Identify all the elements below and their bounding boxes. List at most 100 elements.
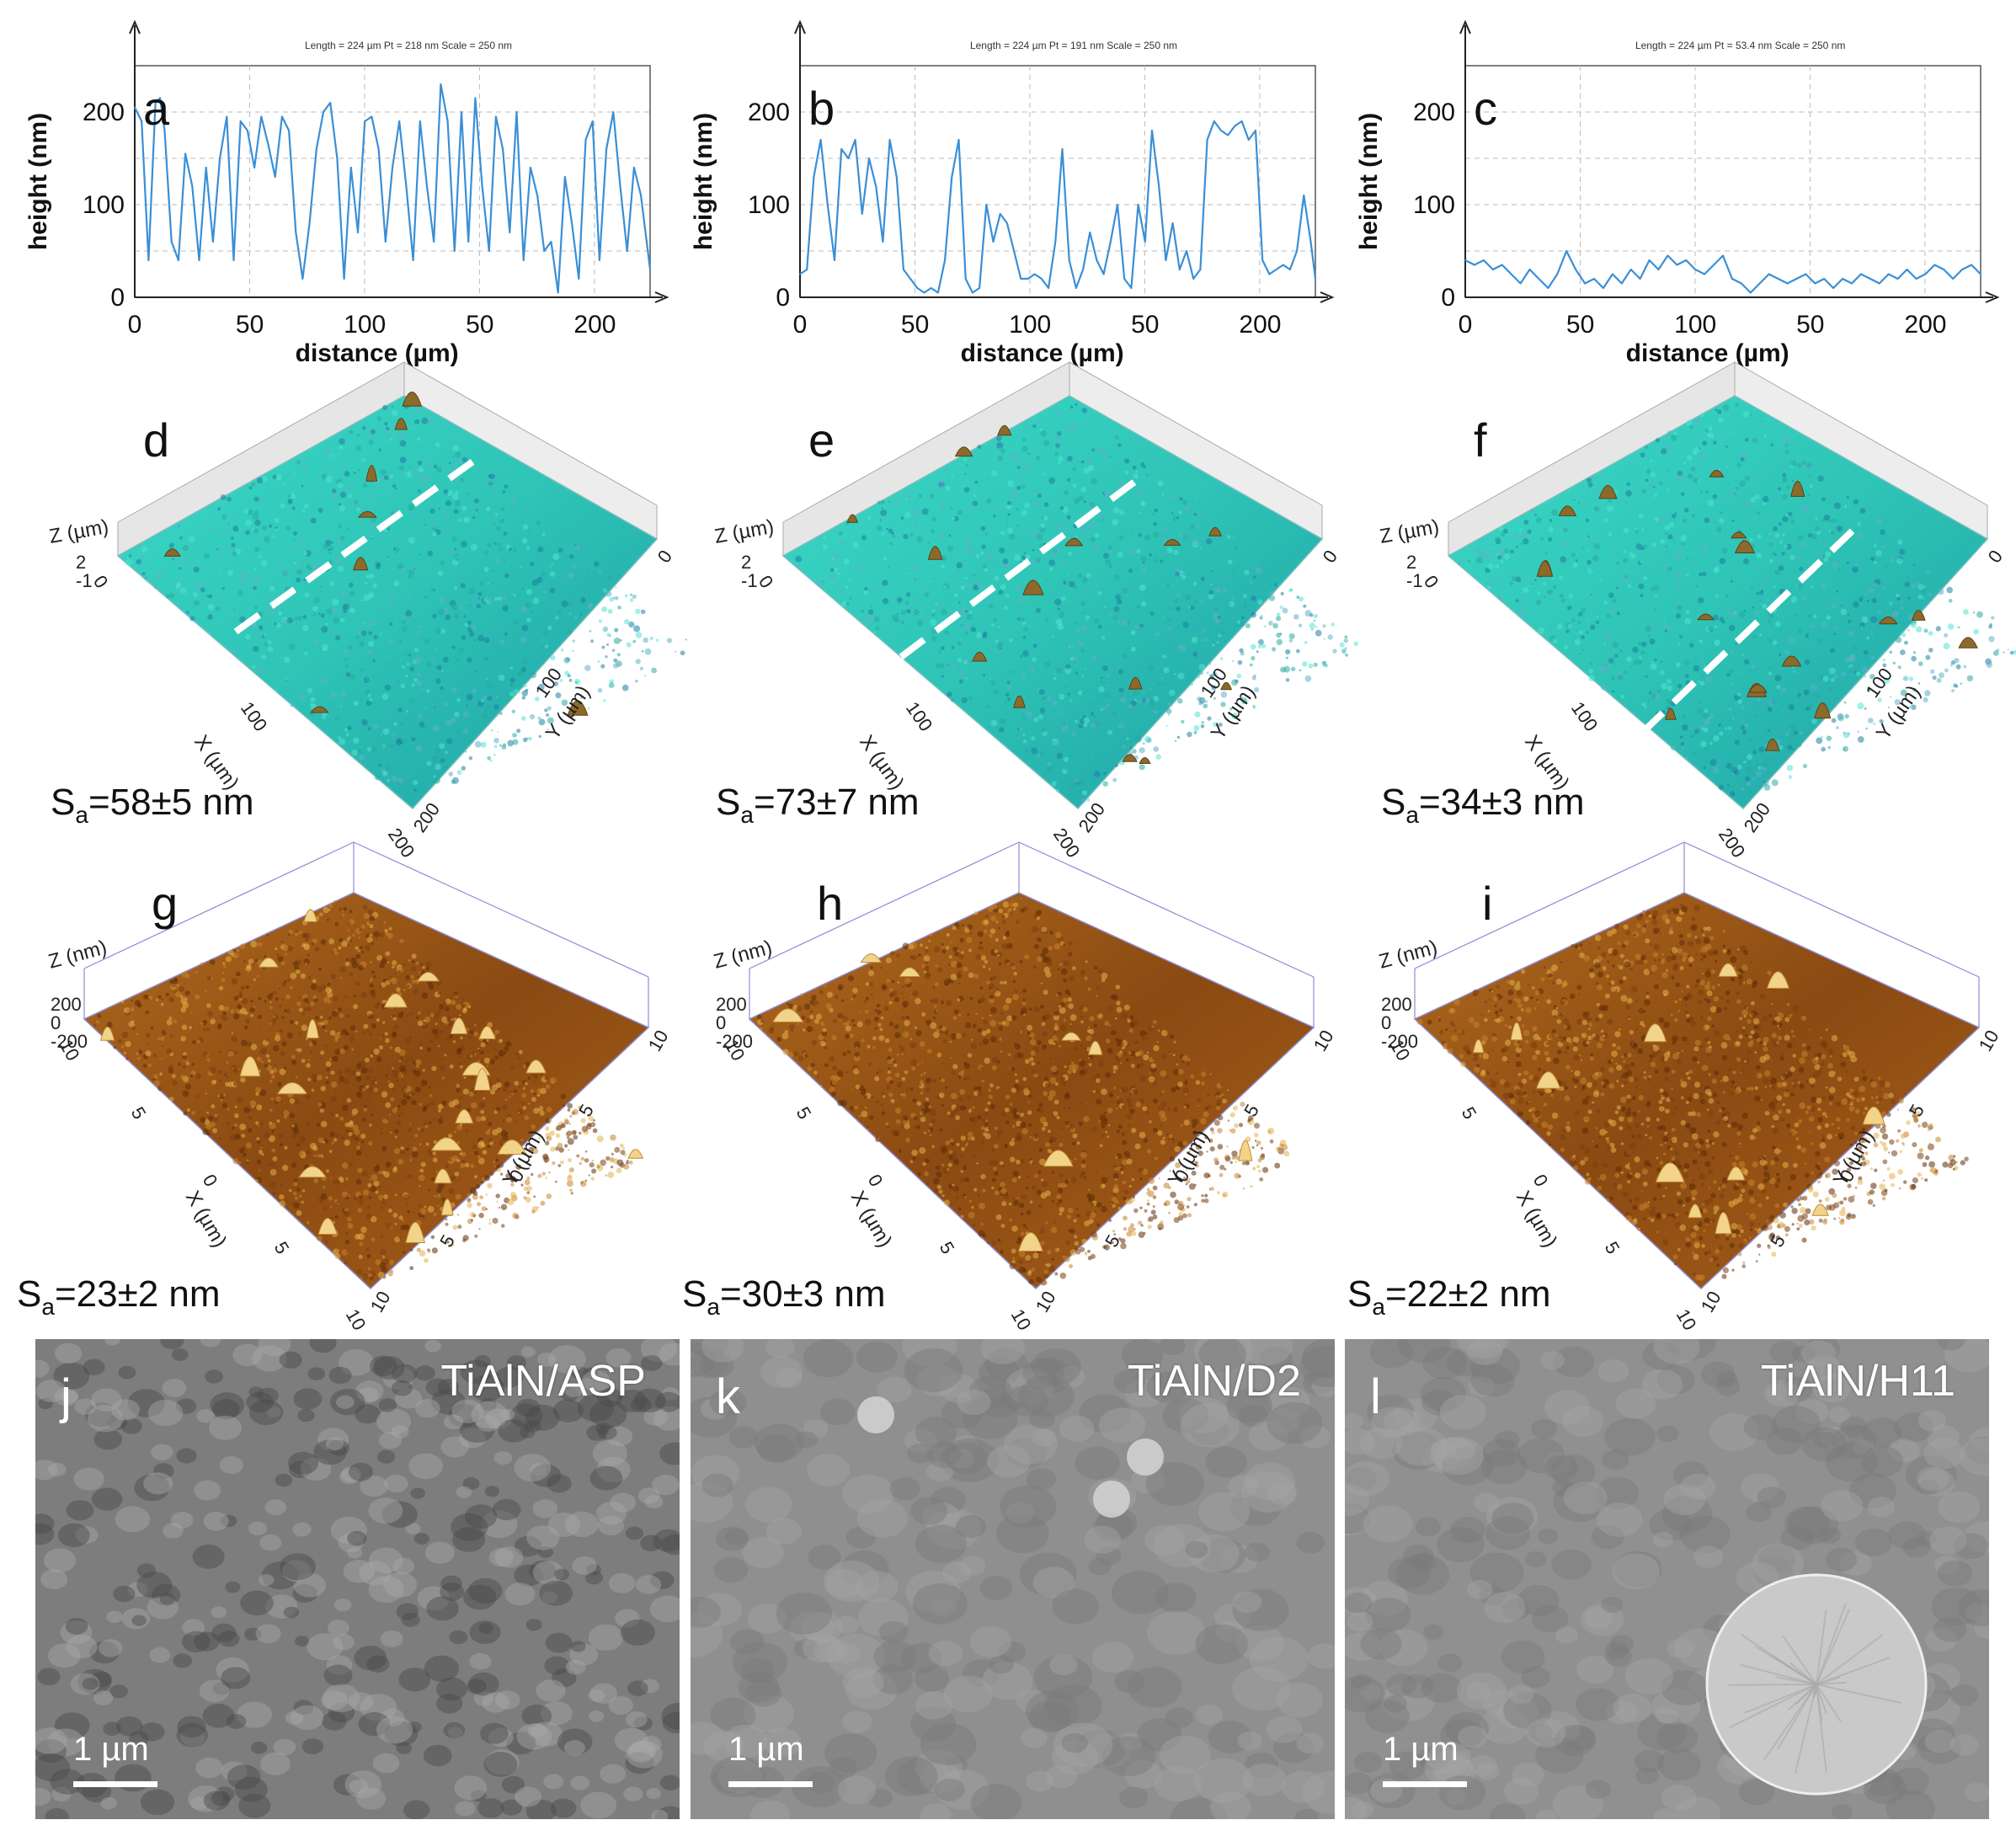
bounding-box-lines: [1414, 841, 1980, 1027]
profile-point: [861, 213, 863, 215]
roughness-sa-label: Sa=30±3 nm: [682, 1273, 886, 1321]
x-tick-label: 10: [342, 1305, 371, 1334]
panel-letter: j: [61, 1369, 72, 1424]
x-axis-title: distance (µm): [296, 339, 459, 367]
profile-point: [640, 195, 642, 196]
panel-letter: e: [808, 414, 835, 467]
profile-point: [1933, 264, 1936, 266]
x-tick-label: 50: [901, 311, 929, 339]
profile-point: [1786, 282, 1789, 285]
profile-point: [1538, 278, 1540, 280]
surface-peaks: [163, 392, 589, 716]
profile-point: [1315, 278, 1316, 280]
profile-point: [1192, 278, 1194, 280]
panel-letter: g: [152, 877, 179, 930]
z-tick-label: 0: [51, 1012, 61, 1033]
profile-point: [1309, 241, 1312, 243]
profile-point: [1842, 278, 1843, 280]
profile-point: [1887, 273, 1890, 275]
profile-point: [1199, 269, 1202, 270]
profile-point: [474, 97, 477, 99]
z-axis-title: Z (µm): [47, 515, 110, 548]
profile-point: [1906, 269, 1908, 270]
profile-point: [212, 241, 214, 243]
sa-symbol: S: [716, 782, 741, 823]
profile-point: [1510, 273, 1512, 275]
profile-point: [495, 115, 497, 118]
plot-frame: [799, 65, 1316, 298]
profile-point: [1082, 269, 1084, 270]
profile-point: [957, 139, 960, 141]
profile-point: [377, 148, 380, 150]
profile-point: [1528, 269, 1531, 270]
profile-point: [1282, 264, 1284, 266]
profile-point: [1547, 287, 1549, 289]
sa-subscript: a: [1372, 1293, 1385, 1320]
x-tick-label: 0: [1529, 1171, 1553, 1190]
panel-letter: l: [1370, 1369, 1381, 1424]
z-axis-title: Z (µm): [1378, 515, 1441, 548]
x-tick-label: 200: [573, 311, 616, 339]
profile-point: [1206, 139, 1208, 141]
profile-point: [591, 120, 594, 122]
x-axis-title: distance (µm): [1626, 339, 1789, 367]
sem-micrograph: [691, 1339, 1335, 1819]
profile-point: [1061, 148, 1064, 150]
x-tick-label: 50: [1131, 311, 1159, 339]
profile-point: [357, 232, 359, 233]
profile-point: [419, 120, 421, 122]
profile-point: [1749, 291, 1752, 294]
profile-point: [1117, 204, 1118, 205]
profile-scan-line: [899, 477, 1139, 660]
x-tick-label: 100: [344, 311, 386, 339]
z-tick-label: -200: [716, 1031, 753, 1052]
sample-label: TiAlN/ASP: [440, 1357, 646, 1406]
profile-point: [1860, 273, 1862, 275]
profile-point: [1234, 125, 1236, 127]
x-tick-label: 10: [1007, 1305, 1036, 1334]
profile-point: [819, 139, 822, 141]
profile-point: [1171, 222, 1174, 224]
surface-particle: [1127, 1438, 1164, 1476]
surface-peaks: [771, 953, 1253, 1252]
profile-point: [1275, 269, 1277, 270]
sem-micrograph: [35, 1339, 680, 1819]
profile-point: [854, 139, 856, 141]
profile-point: [247, 130, 248, 131]
z-tick-label: -1: [76, 570, 93, 591]
profile-scan-line: [1640, 528, 1855, 735]
profile-point: [1186, 250, 1187, 252]
x-tick-label: 50: [466, 311, 493, 339]
profile-point: [1158, 185, 1160, 187]
surface-texture: [1457, 403, 2016, 797]
profile-point: [840, 148, 842, 150]
surface-particle: [1093, 1481, 1130, 1518]
profile-point: [301, 278, 304, 280]
y-tick-label: 0: [1319, 546, 1342, 566]
profile-point: [1556, 273, 1559, 275]
profile-point: [1823, 278, 1826, 280]
profile-point: [446, 120, 449, 122]
profile-point: [834, 259, 835, 261]
roughness-sa-label: Sa=34±3 nm: [1381, 782, 1585, 829]
y-tick-label: 10: [1975, 1027, 2003, 1055]
profile-point: [1268, 273, 1271, 275]
surface-plane: [116, 395, 659, 810]
profile-point: [1657, 269, 1660, 270]
profile-point: [364, 120, 366, 122]
bounding-box-lines: [749, 841, 1315, 1027]
y-tick-label: 10: [644, 1027, 673, 1055]
sa-symbol: S: [1381, 782, 1406, 823]
sa-value: =30±3 nm: [719, 1273, 886, 1315]
profile-header: Length = 224 µm Pt = 218 nm Scale = 250 …: [305, 40, 512, 51]
scale-bar-label: 1 µm: [1383, 1731, 1459, 1768]
x-tick-label: 50: [1796, 311, 1824, 339]
profile-point: [405, 185, 408, 187]
profile-point: [1924, 273, 1927, 275]
y-tick-label: 5: [1240, 1101, 1263, 1120]
sa-value: =73±7 nm: [753, 782, 920, 823]
